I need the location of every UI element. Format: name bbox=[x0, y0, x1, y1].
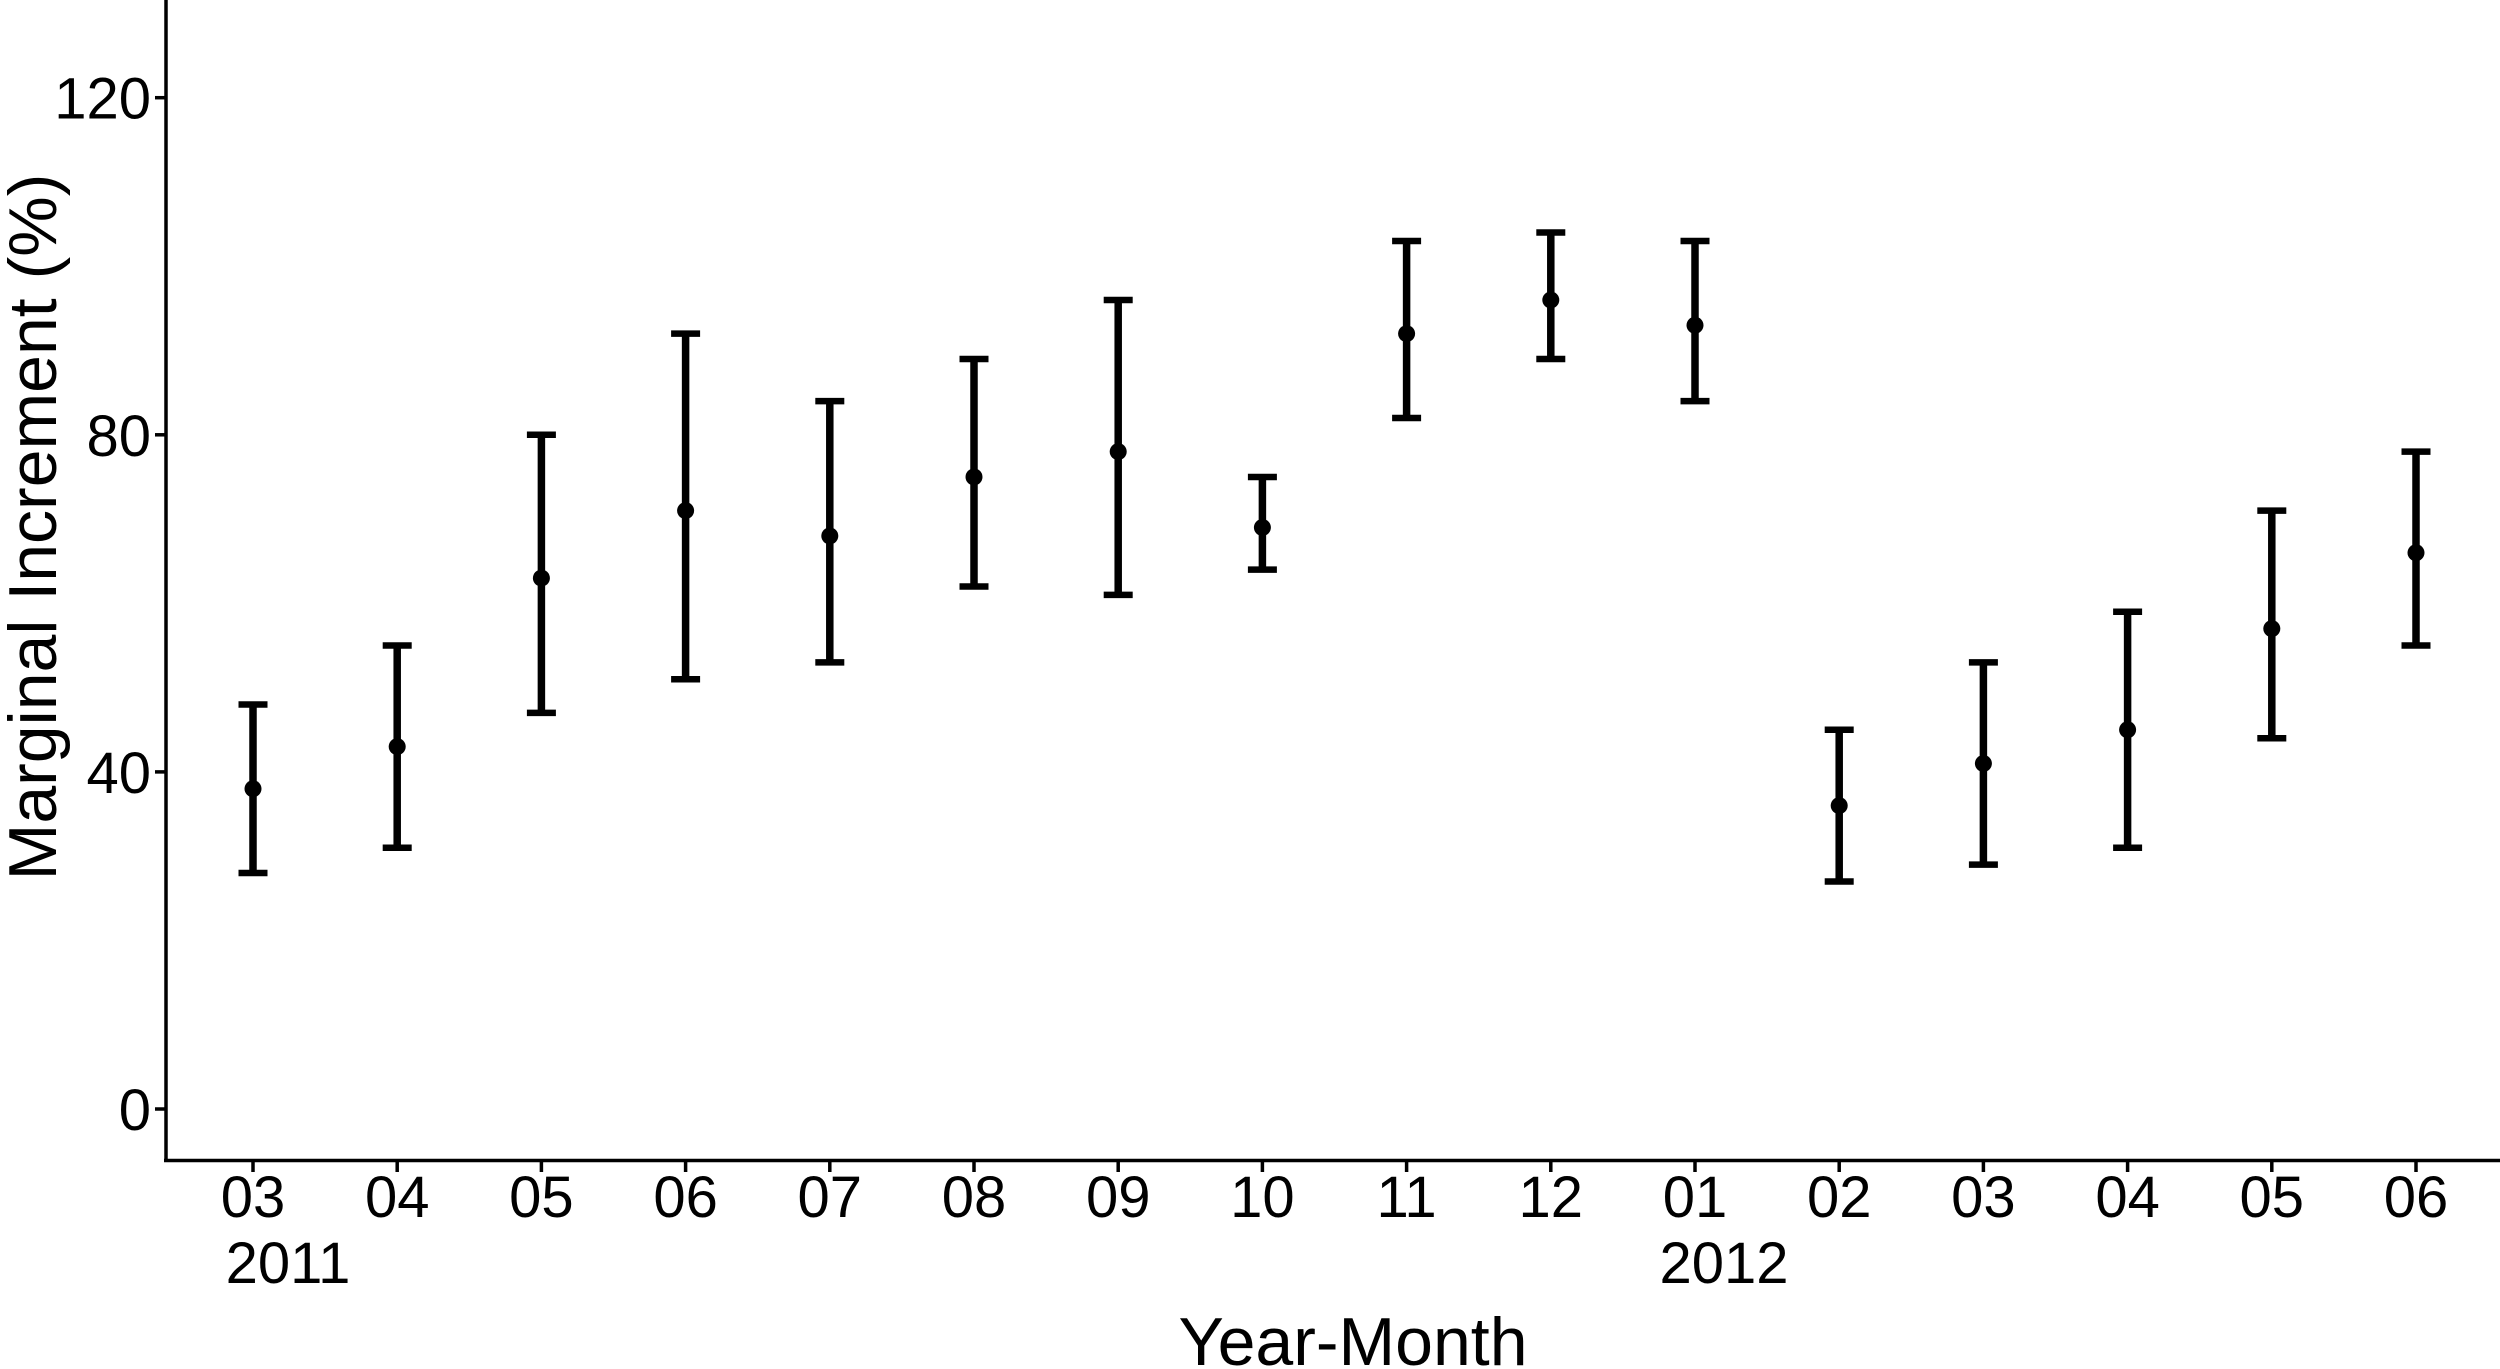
y-tick-label: 80 bbox=[86, 404, 151, 469]
x-tick-label: 04 bbox=[365, 1165, 430, 1230]
mean-dot bbox=[677, 502, 695, 520]
error-bar-2011-06 bbox=[671, 330, 701, 683]
mean-dot bbox=[821, 527, 839, 545]
x-tick-label: 09 bbox=[1086, 1165, 1151, 1230]
mean-dot bbox=[2263, 620, 2281, 638]
y-tick-label: 40 bbox=[86, 741, 151, 806]
error-bar-2011-08 bbox=[959, 355, 989, 590]
x-tick-label: 03 bbox=[221, 1165, 286, 1230]
error-bar-2011-10 bbox=[1247, 473, 1277, 573]
mean-dot bbox=[1253, 519, 1271, 537]
mean-dot bbox=[1109, 443, 1127, 461]
error-bar-2011-03 bbox=[238, 701, 268, 877]
x-tick-label: 10 bbox=[1230, 1165, 1295, 1230]
error-bar-2011-07 bbox=[815, 397, 845, 666]
x-tick-label: 05 bbox=[2240, 1165, 2305, 1230]
y-tick-label: 120 bbox=[54, 67, 151, 132]
mean-dot bbox=[2407, 544, 2425, 562]
error-bar-2011-11 bbox=[1392, 237, 1422, 422]
mean-dot bbox=[388, 738, 406, 756]
x-tick-label: 04 bbox=[2095, 1165, 2160, 1230]
error-bar-2012-02 bbox=[1824, 726, 1854, 885]
x-tick-label: 12 bbox=[1519, 1165, 1584, 1230]
x-year-label-2011: 2011 bbox=[226, 1231, 351, 1296]
mean-dot bbox=[965, 468, 983, 486]
error-bar-2012-05 bbox=[2257, 507, 2287, 742]
y-axis-title: Marginal Increment (%) bbox=[0, 174, 71, 881]
mean-dot bbox=[1830, 797, 1848, 815]
y-tick-label: 0 bbox=[119, 1078, 151, 1143]
x-tick-label: 11 bbox=[1376, 1165, 1436, 1230]
mean-dot bbox=[1974, 754, 1992, 772]
error-bar-2012-04 bbox=[2113, 608, 2143, 851]
x-tick-label: 07 bbox=[798, 1165, 863, 1230]
error-bar-2011-05 bbox=[526, 431, 556, 717]
error-bar-2012-03 bbox=[1968, 659, 1998, 868]
mean-dot bbox=[1398, 325, 1416, 343]
error-bar-2012-01 bbox=[1680, 237, 1710, 405]
mean-dot bbox=[1542, 291, 1560, 309]
x-tick-label: 01 bbox=[1663, 1165, 1728, 1230]
x-tick-label: 06 bbox=[2384, 1165, 2449, 1230]
chart-generated-layer: 0 40 80 120 03 04 05 06 07 08 09 10 11 12 01 02 03 04 05 06 bbox=[54, 0, 2500, 1230]
error-bar-2012-06 bbox=[2401, 448, 2431, 649]
x-tick-label: 05 bbox=[509, 1165, 574, 1230]
x-tick-label: 08 bbox=[942, 1165, 1007, 1230]
mean-dot bbox=[244, 780, 262, 798]
x-axis-title: Year-Month bbox=[1178, 1304, 1527, 1369]
mean-dot bbox=[2119, 721, 2137, 739]
mean-dot bbox=[1686, 316, 1704, 334]
x-tick-label: 02 bbox=[1807, 1165, 1872, 1230]
error-bar-2011-12 bbox=[1536, 229, 1566, 363]
x-tick-label: 06 bbox=[653, 1165, 718, 1230]
error-bar-2011-09 bbox=[1103, 296, 1133, 599]
mean-dot bbox=[532, 569, 550, 587]
x-year-label-2012: 2012 bbox=[1659, 1231, 1788, 1296]
error-bar-2011-04 bbox=[382, 642, 412, 851]
x-tick-label: 03 bbox=[1951, 1165, 2016, 1230]
